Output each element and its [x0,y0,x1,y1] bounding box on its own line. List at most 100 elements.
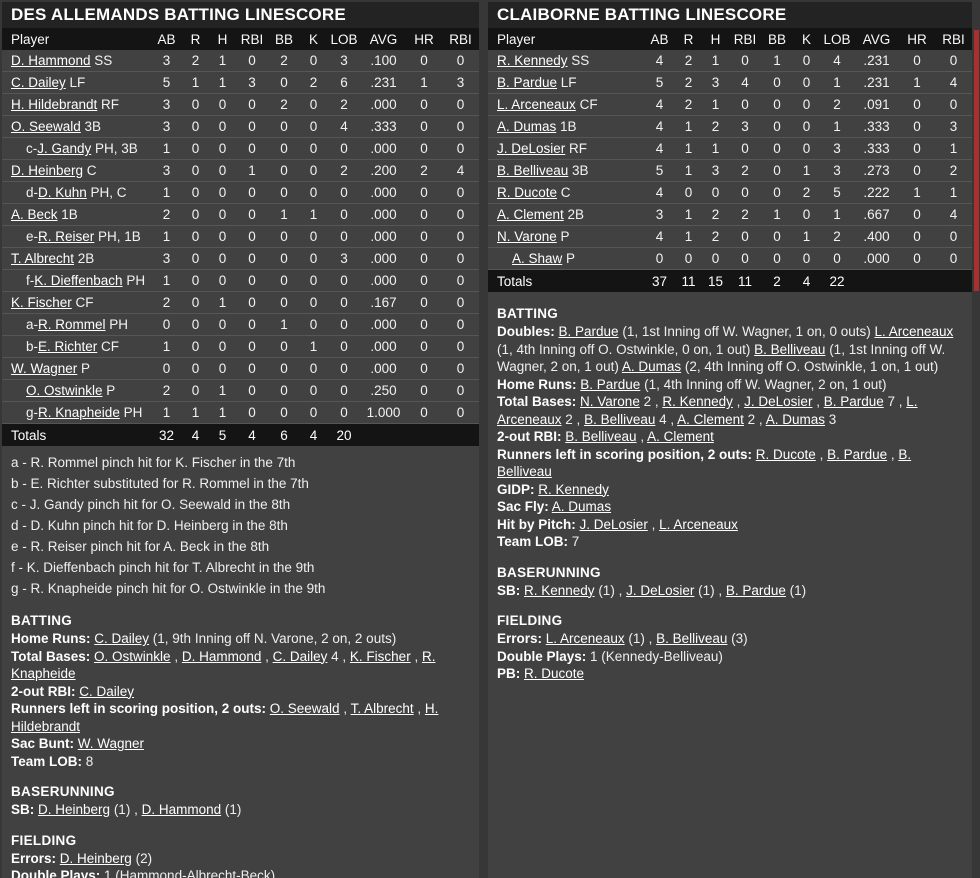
player-link[interactable]: B. Belliveau [584,411,656,427]
stat-cell: 1 [899,181,935,204]
stat-cell: 0 [442,225,479,248]
player-cell: D. Hammond SS [11,53,113,68]
player-link[interactable]: D. Hammond [181,648,262,664]
player-link[interactable]: H. Hildebrandt [11,701,439,734]
batter-row: a-R. Rommel PH 0 0 0 0 1 0 0.000 0 0 [2,313,479,336]
player-link[interactable]: K. Dieffenbach [34,273,123,288]
player-link[interactable]: B. Pardue [558,324,619,339]
player-link[interactable]: L. Arceneaux [659,516,738,532]
stat-cell: 2 [702,203,729,226]
stat-cell: 0 [406,313,442,336]
stat-section: FIELDING Errors: L. Arceneaux (1) , B. Be… [497,612,963,683]
player-link[interactable]: R. Knapheide [38,405,120,420]
player-link[interactable]: B. Pardue [823,394,884,409]
player-link[interactable]: J. DeLosier [579,516,648,532]
player-link[interactable]: K. Fischer [349,648,411,664]
player-link[interactable]: D. Kuhn [38,185,87,200]
player-link[interactable]: R. Kennedy [524,582,595,598]
player-link[interactable]: C. Dailey [94,631,150,646]
player-link[interactable]: B. Belliveau [656,631,728,646]
player-link[interactable]: N. Varone [580,394,640,409]
stat-label: Hit by Pitch: [497,516,576,532]
player-link[interactable]: R. Kennedy [497,53,568,68]
player-link[interactable]: O. Seewald [269,701,340,716]
player-link[interactable]: L. Arceneaux [497,394,918,427]
stat-cell: 0 [442,181,479,204]
batter-row: g-R. Knapheide PH 1 1 1 0 0 0 0 1.000 0 0 [2,401,479,424]
player-link[interactable]: L. Arceneaux [545,631,625,646]
player-link[interactable]: J. Gandy [37,141,92,156]
player-link[interactable]: T. Albrecht [350,701,414,716]
stat-column-header: RBI [729,28,761,50]
player-link[interactable]: B. Belliveau [497,446,912,480]
player-link[interactable]: J. DeLosier [497,141,566,156]
player-link[interactable]: A. Dumas [497,119,557,134]
totals-stat-cell: 15 [702,269,729,292]
player-link[interactable]: O. Ostwinkle [94,648,171,664]
player-link[interactable]: A. Dumas [621,359,682,374]
player-link[interactable]: N. Varone [497,229,557,244]
stat-cell: 1 [209,379,236,402]
player-link[interactable]: R. Reiser [38,229,95,244]
player-link[interactable]: O. Seewald [11,119,81,134]
player-link[interactable]: R. Ducote [524,666,585,681]
player-link[interactable]: R. Kennedy [538,481,609,497]
player-link[interactable]: R. Ducote [755,446,816,462]
player-link[interactable]: D. Hammond [11,53,91,68]
player-link[interactable]: B. Pardue [827,446,888,462]
stat-section: BATTING Home Runs: C. Dailey (1, 9th Inni… [11,612,470,770]
player-link[interactable]: R. Kennedy [662,394,733,409]
player-link[interactable]: T. Albrecht [11,251,75,266]
stat-cell: 3 [151,159,182,182]
stat-section: FIELDING Errors: D. Heinberg (2) Double Pl… [11,832,470,878]
stat-cell: 0 [236,313,268,336]
table-scrollbar[interactable] [974,30,979,291]
player-link[interactable]: W. Wagner [11,361,78,376]
player-link[interactable]: K. Fischer [11,295,72,310]
player-link[interactable]: A. Dumas [765,411,825,427]
player-link[interactable]: E. Richter [38,339,98,354]
player-link[interactable]: J. DeLosier [626,582,695,598]
player-link[interactable]: A. Shaw [512,251,563,266]
player-link[interactable]: C. Dailey [272,648,328,664]
player-link[interactable]: B. Belliveau [754,341,826,357]
player-link[interactable]: D. Hammond [141,802,222,817]
player-link[interactable]: B. Pardue [580,376,641,392]
stat-cell: 3 [644,203,675,226]
stat-label: Sac Bunt: [11,736,75,751]
player-cell: J. DeLosier RF [488,137,644,160]
player-link[interactable]: D. Heinberg [38,802,111,817]
player-link[interactable]: H. Hildebrandt [11,97,98,112]
player-link[interactable]: B. Pardue [725,582,786,598]
player-link[interactable]: A. Clement [647,429,714,444]
player-link[interactable]: L. Arceneaux [497,97,576,112]
player-link[interactable]: R. Ducote [497,185,558,200]
player-link[interactable]: O. Ostwinkle [26,383,103,398]
player-link[interactable]: B. Pardue [497,75,558,90]
substitution-note: a - R. Rommel pinch hit for K. Fischer i… [11,455,296,470]
player-link[interactable]: A. Dumas [551,499,612,514]
player-link[interactable]: L. Arceneaux [874,324,954,339]
stat-cell: 4 [644,225,675,248]
player-link[interactable]: C. Dailey [79,683,135,699]
player-link[interactable]: W. Wagner [77,736,145,751]
player-link[interactable]: C. Dailey [11,75,66,90]
player-link[interactable]: R. Knapheide [11,648,436,682]
player-link[interactable]: D. Heinberg [59,850,132,866]
player-link[interactable]: J. DeLosier [744,394,813,409]
player-link[interactable]: D. Heinberg [11,163,84,178]
player-link[interactable]: B. Belliveau [565,429,637,444]
stat-cell: 0 [268,291,300,314]
stat-cell: 0 [236,357,268,380]
stat-line: Sac Fly: A. Dumas [497,498,963,516]
stat-label: Double Plays: [11,868,101,878]
stat-column-header: R [675,28,702,50]
batter-row: A. Dumas 1B 4 1 2 3 0 0 1.333 0 3 [488,115,972,138]
stat-cell: 1 [820,115,854,138]
player-link[interactable]: A. Clement [497,207,564,222]
player-link[interactable]: A. Clement [677,411,744,427]
player-link[interactable]: A. Beck [11,207,58,222]
stat-cell: 0 [761,115,793,138]
player-link[interactable]: R. Rommel [38,317,106,332]
player-link[interactable]: B. Belliveau [497,163,569,178]
